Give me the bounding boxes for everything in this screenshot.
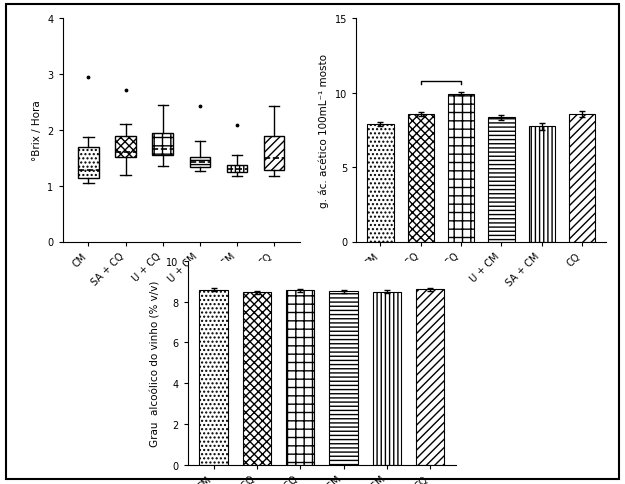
Bar (199, 290, 228, 465)
PathPatch shape (78, 148, 99, 179)
Bar (448, 94, 474, 242)
PathPatch shape (116, 136, 136, 157)
PathPatch shape (227, 166, 247, 172)
PathPatch shape (152, 134, 173, 156)
PathPatch shape (189, 157, 210, 168)
PathPatch shape (264, 136, 284, 171)
Y-axis label: °Brix / Hora: °Brix / Hora (32, 100, 42, 161)
Bar (569, 115, 595, 242)
Bar (368, 125, 394, 242)
Bar (488, 118, 514, 242)
Y-axis label: Grau  alcoólico do vinho (% v/v): Grau alcoólico do vinho (% v/v) (151, 280, 161, 446)
Bar (408, 115, 434, 242)
Bar (372, 292, 401, 465)
Bar (529, 127, 555, 242)
Bar (242, 293, 271, 465)
Bar (329, 292, 357, 465)
Bar (286, 291, 314, 465)
Bar (416, 290, 444, 465)
Y-axis label: g. ác. acético 100mL⁻¹ mosto: g. ác. acético 100mL⁻¹ mosto (319, 54, 329, 208)
